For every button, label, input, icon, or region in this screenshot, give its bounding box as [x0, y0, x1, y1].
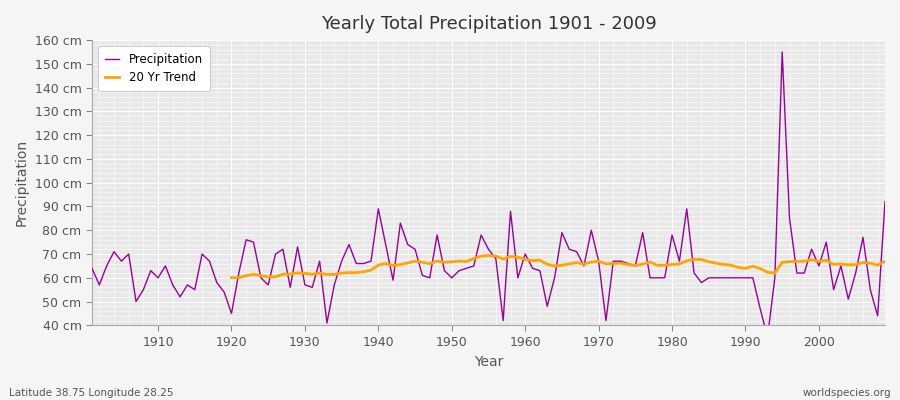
20 Yr Trend	[696, 257, 706, 262]
Text: Latitude 38.75 Longitude 28.25: Latitude 38.75 Longitude 28.25	[9, 388, 174, 398]
Precipitation	[307, 285, 318, 290]
Precipitation	[86, 266, 97, 271]
20 Yr Trend	[233, 275, 244, 280]
Text: worldspecies.org: worldspecies.org	[803, 388, 891, 398]
20 Yr Trend	[226, 275, 237, 280]
Precipitation	[777, 50, 788, 54]
20 Yr Trend	[483, 253, 494, 258]
Precipitation	[762, 335, 773, 340]
20 Yr Trend	[879, 259, 890, 264]
20 Yr Trend	[784, 259, 795, 264]
Y-axis label: Precipitation: Precipitation	[15, 139, 29, 226]
20 Yr Trend	[432, 259, 443, 264]
Precipitation	[145, 268, 156, 273]
Precipitation	[512, 275, 523, 280]
Precipitation	[520, 252, 531, 256]
Precipitation	[351, 261, 362, 266]
Precipitation	[608, 259, 618, 264]
Line: 20 Yr Trend: 20 Yr Trend	[231, 256, 885, 278]
20 Yr Trend	[321, 272, 332, 277]
X-axis label: Year: Year	[473, 355, 503, 369]
Precipitation	[879, 199, 890, 204]
20 Yr Trend	[799, 259, 810, 264]
20 Yr Trend	[865, 261, 876, 266]
Line: Precipitation: Precipitation	[92, 52, 885, 337]
Legend: Precipitation, 20 Yr Trend: Precipitation, 20 Yr Trend	[98, 46, 210, 91]
Title: Yearly Total Precipitation 1901 - 2009: Yearly Total Precipitation 1901 - 2009	[320, 15, 656, 33]
